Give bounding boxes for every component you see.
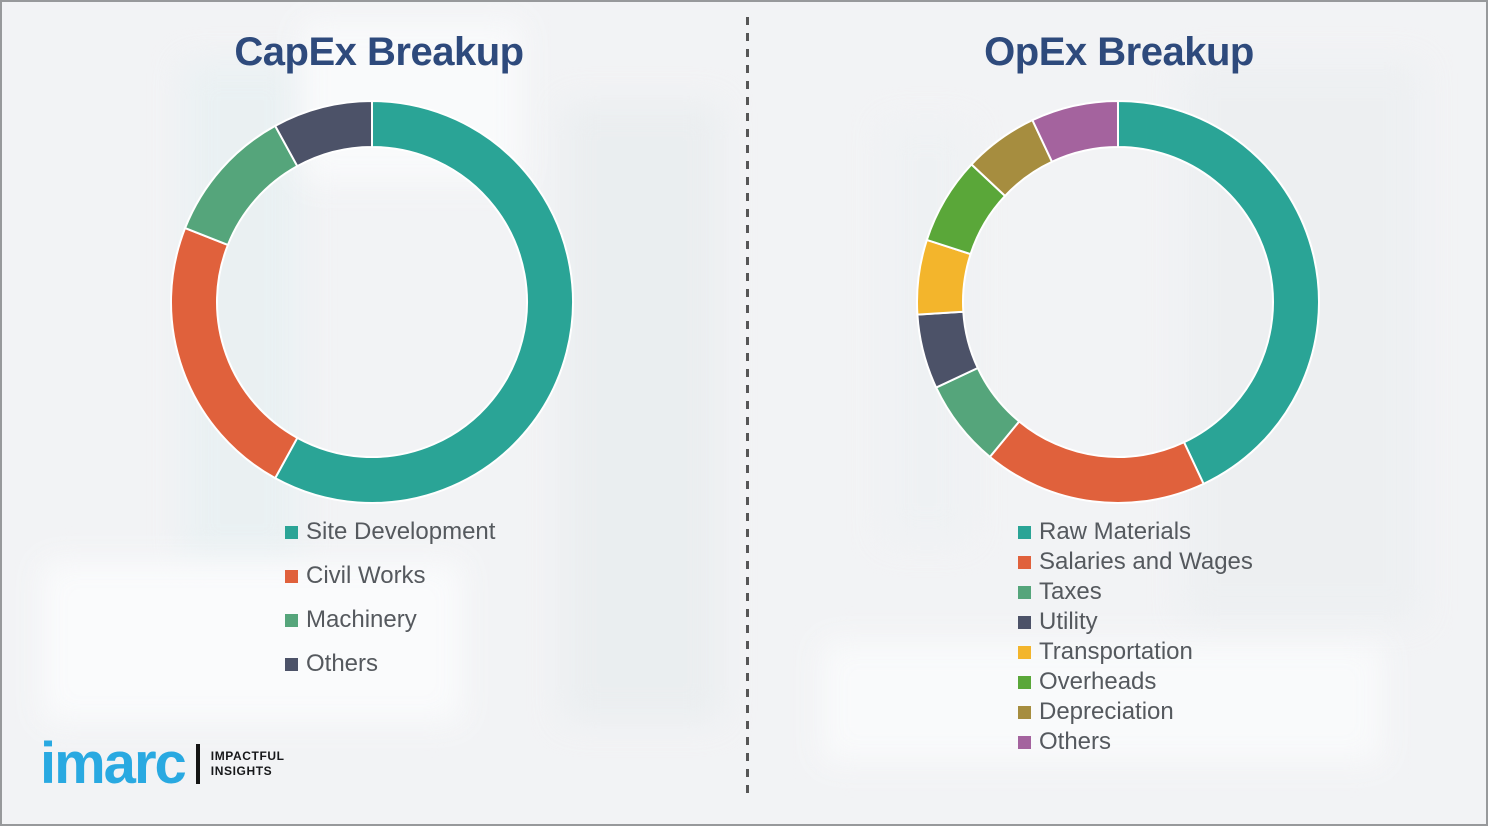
legend-item-machinery: Machinery (285, 598, 495, 642)
capex-donut-chart (169, 99, 575, 505)
donut-segment-salaries-and-wages (988, 420, 1205, 504)
donut-segment-others (1031, 99, 1119, 164)
legend-swatch-icon (1018, 735, 1031, 749)
legend-swatch-icon (285, 613, 298, 627)
legend-label: Salaries and Wages (1039, 548, 1253, 575)
opex-legend: Raw Materials Salaries and Wages Taxes Util… (1018, 517, 1253, 757)
donut-svg (170, 99, 574, 504)
donut-segment-civil-works (170, 226, 299, 480)
legend-swatch-icon (285, 569, 298, 583)
donut-segment-raw-materials (1117, 99, 1320, 486)
legend-label: Others (1039, 728, 1112, 755)
donut-segment-machinery (183, 124, 299, 247)
logo-tagline: IMPACTFUL INSIGHTS (211, 749, 285, 779)
legend-label: Raw Materials (1039, 518, 1192, 545)
legend-item-civil-works: Civil Works (285, 554, 495, 598)
logo-divider-bar (195, 744, 200, 784)
donut-segment-site-development (273, 99, 574, 504)
legend-item-others: Others (1018, 727, 1253, 757)
background-watermark (562, 102, 722, 722)
legend-item-overheads: Overheads (1018, 667, 1253, 697)
legend-label: Site Development (306, 518, 496, 545)
legend-item-others: Others (285, 642, 495, 686)
legend-label: Depreciation (1039, 698, 1174, 725)
legend-item-salaries-and-wages: Salaries and Wages (1018, 547, 1253, 577)
legend-swatch-icon (285, 525, 298, 539)
capex-legend: Site Development Civil Works Machinery Othe… (285, 510, 495, 686)
legend-swatch-icon (1018, 555, 1031, 569)
legend-label: Taxes (1039, 578, 1102, 605)
legend-label: Overheads (1039, 668, 1157, 695)
vertical-dashed-divider (746, 17, 749, 793)
legend-label: Civil Works (306, 562, 426, 589)
capex-chart-title: CapEx Breakup (234, 30, 524, 74)
imarc-logo: imarc IMPACTFUL INSIGHTS (40, 735, 285, 793)
legend-item-site-development: Site Development (285, 510, 495, 554)
donut-svg (916, 99, 1320, 504)
legend-label: Utility (1039, 608, 1098, 635)
legend-item-depreciation: Depreciation (1018, 697, 1253, 727)
legend-label: Machinery (306, 606, 417, 633)
legend-item-taxes: Taxes (1018, 577, 1253, 607)
legend-swatch-icon (285, 657, 298, 671)
opex-chart-title: OpEx Breakup (984, 30, 1254, 74)
legend-item-transportation: Transportation (1018, 637, 1253, 667)
legend-swatch-icon (1018, 705, 1031, 719)
legend-item-raw-materials: Raw Materials (1018, 517, 1253, 547)
logo-tagline-line1: IMPACTFUL (210, 749, 285, 763)
legend-label: Transportation (1039, 638, 1193, 665)
legend-item-utility: Utility (1018, 607, 1253, 637)
legend-swatch-icon (1018, 645, 1031, 659)
legend-swatch-icon (1018, 615, 1031, 629)
imarc-logo-wordmark: imarc (40, 731, 187, 796)
donut-segment-others (273, 99, 373, 168)
legend-swatch-icon (1018, 525, 1031, 539)
opex-donut-chart (915, 99, 1321, 505)
legend-swatch-icon (1018, 675, 1031, 689)
legend-swatch-icon (1018, 585, 1031, 599)
legend-label: Others (306, 650, 379, 677)
logo-tagline-line2: INSIGHTS (210, 764, 273, 778)
